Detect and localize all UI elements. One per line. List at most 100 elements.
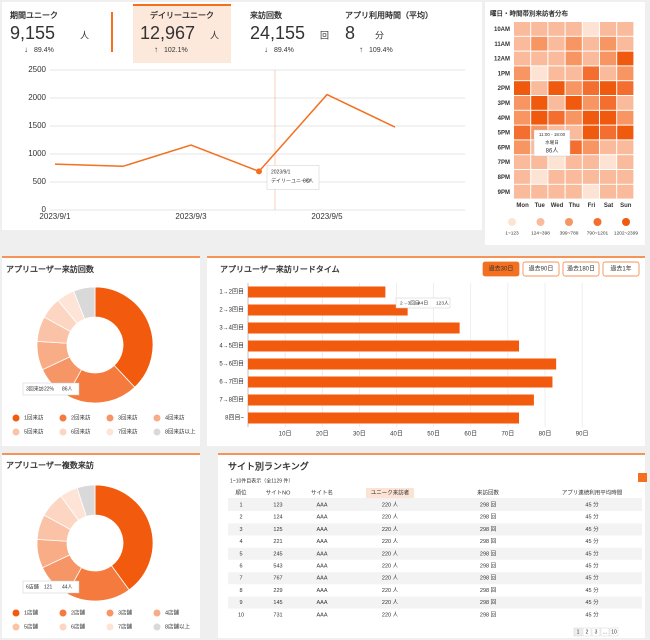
page-label: … xyxy=(603,629,608,635)
x-tick-label: 40日 xyxy=(390,431,403,438)
page-button[interactable] xyxy=(609,627,619,637)
table-cell: 8 xyxy=(239,588,242,594)
page-button[interactable] xyxy=(573,627,583,637)
table-cell: 45 分 xyxy=(585,500,599,508)
legend-swatch xyxy=(12,623,20,631)
tooltip-text: 123人 xyxy=(436,300,449,306)
heat-cell xyxy=(548,184,565,199)
kpi-unit: 人 xyxy=(80,30,89,40)
kpi-arrow: ↓ xyxy=(264,45,268,54)
heat-cell xyxy=(565,66,582,81)
table-cell: 221 xyxy=(273,539,282,545)
table-cell: 10 xyxy=(238,612,244,618)
y-tick-label: 500 xyxy=(33,177,47,186)
heat-cell xyxy=(514,170,531,184)
page-button[interactable] xyxy=(600,627,610,637)
kpi-value: 9,155 xyxy=(10,23,55,43)
tooltip-text: 86人 xyxy=(303,179,314,185)
legend-swatch xyxy=(153,414,161,422)
legend-swatch xyxy=(536,218,545,226)
heat-cell xyxy=(617,51,634,66)
table-cell: 298 回 xyxy=(480,599,497,606)
bar xyxy=(248,322,460,334)
kpi-arrow: ↑ xyxy=(359,45,363,54)
table-cell: 124 xyxy=(273,515,282,521)
page-button[interactable] xyxy=(582,627,592,637)
page-label: 3 xyxy=(595,629,598,635)
heat-cell xyxy=(600,155,617,169)
legend-label: 4店舗 xyxy=(165,608,180,616)
page-button[interactable] xyxy=(591,627,601,637)
legend-swatch xyxy=(59,428,67,436)
legend-swatch xyxy=(12,609,20,617)
kpi-highlight xyxy=(133,5,231,63)
table-cell: 298 回 xyxy=(480,575,497,582)
page-label: 1 xyxy=(577,629,580,635)
legend-label: 8回来訪以上 xyxy=(165,427,196,435)
row-band xyxy=(228,596,642,609)
table-cell: 220 人 xyxy=(382,501,399,508)
legend-swatch xyxy=(106,623,114,631)
pie-slice xyxy=(94,484,154,591)
legend-swatch xyxy=(12,428,20,436)
tooltip-text: 86人 xyxy=(62,386,73,392)
range-button[interactable] xyxy=(602,261,640,277)
x-tick-label: 2023/9/5 xyxy=(311,212,343,221)
heat-cell xyxy=(548,51,565,66)
column-header: 来訪回数 xyxy=(477,488,500,496)
column-label: Tue xyxy=(535,203,546,209)
row-label: 2PM xyxy=(498,86,510,92)
heat-cell xyxy=(600,66,617,81)
column-header: アプリ連続利用平均時間 xyxy=(562,488,623,496)
table-cell: 298 回 xyxy=(480,538,497,545)
bar xyxy=(248,376,553,388)
table-cell: AAA xyxy=(316,600,327,606)
table-cell: 125 xyxy=(273,527,282,533)
tooltip-text: デイリーユニーク xyxy=(271,178,311,185)
column-label: Sun xyxy=(620,203,632,209)
heat-cell xyxy=(582,140,599,155)
row-label: 10AM xyxy=(494,27,510,33)
table-cell: AAA xyxy=(316,539,327,545)
sort-button[interactable] xyxy=(638,473,647,482)
tooltip-text: 水曜日 xyxy=(545,139,559,146)
legend-label: 5店舗 xyxy=(24,622,39,630)
table-cell: 220 人 xyxy=(382,611,399,618)
heat-cell xyxy=(514,22,531,36)
range-button[interactable] xyxy=(562,261,600,277)
x-tick-label: 80日 xyxy=(539,431,552,438)
table-cell: 45 分 xyxy=(585,574,599,582)
heat-cell xyxy=(582,66,599,81)
table-cell: 220 人 xyxy=(382,550,399,557)
table-cell: 298 回 xyxy=(480,514,497,521)
table-cell: 2 xyxy=(239,515,242,521)
heat-cell xyxy=(617,155,634,169)
table-cell: 543 xyxy=(273,563,282,569)
kpi-label: 期間ユニーク xyxy=(10,10,58,20)
heat-cell xyxy=(531,170,548,184)
heat-cell xyxy=(531,96,548,110)
range-button[interactable] xyxy=(482,261,520,277)
y-tick-label: 1500 xyxy=(28,121,46,130)
row-label: 3PM xyxy=(498,101,510,107)
kpi-unit: 人 xyxy=(210,30,219,40)
range-button-label: 過去1年 xyxy=(610,265,631,273)
heat-cell xyxy=(617,125,634,140)
heat-cell xyxy=(531,81,548,95)
legend-swatch xyxy=(12,414,20,422)
table-cell: 1 xyxy=(239,502,242,508)
column-header: 順位 xyxy=(235,488,247,496)
y-tick-label: 1000 xyxy=(28,149,46,158)
column-header: サイトNO xyxy=(266,489,291,496)
row-band xyxy=(228,572,642,585)
legend-label: 6店舗 xyxy=(71,622,86,630)
y-tick-label: 8回目~ xyxy=(225,415,244,422)
legend-label: 399~789 xyxy=(560,230,579,236)
table-cell: AAA xyxy=(316,527,327,533)
point-marker xyxy=(256,168,262,175)
y-tick-label: 5→6回目 xyxy=(219,361,244,368)
range-button[interactable] xyxy=(522,261,560,277)
heat-cell xyxy=(600,125,617,140)
chart-title: アプリユーザー複数来訪 xyxy=(6,460,94,470)
table-cell: 7 xyxy=(239,576,242,582)
